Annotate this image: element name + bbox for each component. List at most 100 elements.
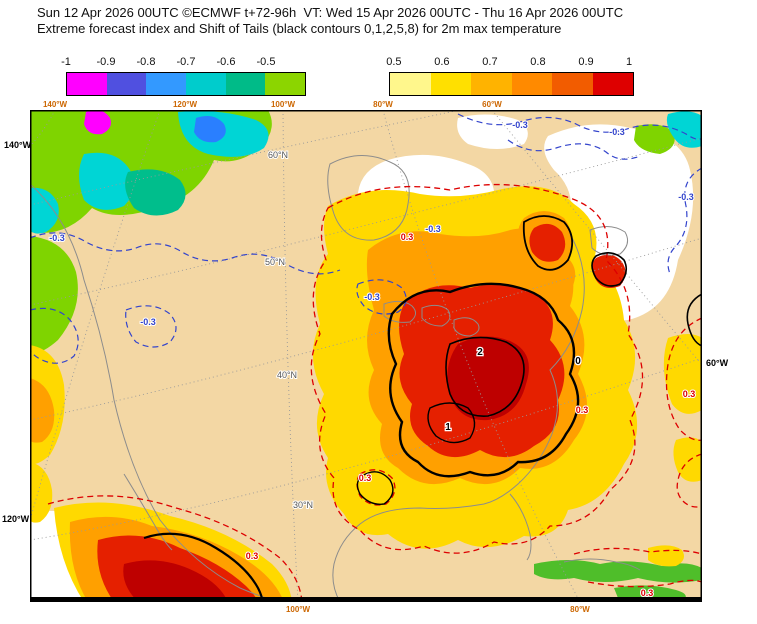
graticule: [30, 110, 702, 602]
colorbar-cell: [225, 73, 266, 95]
red-area: [529, 223, 566, 262]
teal-area: [125, 169, 186, 216]
contour-0.3: [310, 183, 644, 554]
contour-label-neg: -0.3: [512, 120, 528, 130]
caribbean-green-areas: [534, 560, 702, 601]
colorbar-cell: [592, 73, 633, 95]
tick-label: 0.5: [386, 56, 402, 68]
colorbar-cell: [390, 73, 431, 95]
blue-area: [194, 116, 226, 143]
parallel: [30, 137, 702, 306]
contour-label-sot-0: 0: [575, 356, 581, 367]
contour-label-pos: 0.3: [246, 551, 259, 561]
latitude-labels: 60°N 50°N 40°N 30°N: [264, 149, 314, 511]
coastline: [383, 300, 416, 323]
efi-map: 60°N 50°N 40°N 30°N -0.3 -0.3 -0.3 -0.3 …: [30, 110, 702, 602]
coastline: [327, 154, 410, 241]
contour-minus-0.3: [667, 167, 702, 275]
contour-label-neg: -0.3: [425, 224, 441, 234]
sot-contour-labels: 2 1 0: [444, 346, 583, 435]
coastline: [123, 473, 173, 551]
contour-label-pos: 0.3: [401, 232, 414, 242]
coastline: [30, 183, 285, 602]
colorbar-cell: [430, 73, 471, 95]
colorbar-cell: [471, 73, 512, 95]
axis-label-right: 60°W: [706, 358, 729, 368]
tick-label: -0.7: [176, 56, 196, 68]
meridian: [491, 110, 702, 366]
contour-label-neg: -0.3: [364, 292, 380, 302]
meridian: [382, 110, 581, 602]
yellow-area: [30, 462, 53, 523]
colorbar-positive-ticks: 0.5 0.6 0.7 0.8 0.9 1: [386, 56, 634, 71]
contour-minus-0.3: [30, 307, 79, 364]
tick-label: -1: [61, 56, 71, 68]
sot-black-contours: [143, 215, 702, 602]
sot-contour-1: [427, 402, 476, 444]
cyan-area: [30, 187, 59, 234]
sot-contour: [522, 215, 574, 271]
contour-minus-0.3: [356, 279, 407, 315]
darkred-area: [123, 560, 228, 602]
tick-label: 1: [626, 56, 633, 68]
parallel: [30, 237, 702, 421]
axis-label-top: 120°W: [172, 100, 198, 109]
green-area: [634, 124, 675, 154]
sot-contour: [356, 471, 394, 505]
axis-label-bottom: 80°W: [570, 605, 590, 614]
darkred-area: [447, 336, 529, 421]
efi-negative-magenta-areas: [84, 110, 111, 135]
colorbar-negative: -1 -0.9 -0.8 -0.7 -0.6 -0.5: [61, 56, 306, 98]
contour-label-pos: 0.3: [641, 588, 654, 598]
lat-label: 60°N: [268, 150, 288, 160]
contour-label-neg: -0.3: [609, 127, 625, 137]
magenta-area: [84, 110, 111, 135]
axis-label-left: 120°W: [2, 514, 30, 524]
efi-negative-contours: [30, 113, 702, 364]
coastline: [421, 304, 451, 327]
sot-contour-2: [445, 336, 525, 417]
coastline: [509, 493, 532, 561]
parallel: [30, 110, 461, 206]
colorbar-negative-ticks: -1 -0.9 -0.8 -0.7 -0.6 -0.5: [61, 56, 306, 71]
contour-minus-0.3: [457, 113, 702, 140]
cyan-area: [79, 152, 134, 210]
yellow-area: [673, 437, 702, 482]
contour-label-sot-2: 2: [477, 347, 483, 358]
yellow-area: [663, 334, 702, 414]
tick-label: -0.9: [96, 56, 116, 68]
tick-label: -0.8: [136, 56, 156, 68]
green-area: [534, 560, 702, 583]
contour-minus-0.3: [125, 305, 177, 348]
contour-label-neg: -0.3: [49, 233, 65, 243]
efi-positive-darkred-areas: [123, 336, 529, 602]
sot-contour: [686, 293, 702, 347]
efi-positive-contours: [47, 183, 702, 602]
contour-label-neg: -0.3: [140, 317, 156, 327]
colorbar-positive-bar: [389, 72, 634, 96]
sot-contour: [591, 252, 628, 287]
meridian: [30, 110, 56, 147]
lat-label: 40°N: [277, 370, 297, 380]
green-area: [30, 236, 78, 353]
contour-0.3: [587, 579, 702, 588]
meridian: [282, 110, 299, 602]
contour-0.3: [47, 495, 303, 602]
efi-negative-teal-areas: [125, 169, 186, 216]
contour-minus-0.3: [507, 139, 641, 160]
tick-label: 0.8: [530, 56, 546, 68]
positive-contour-labels: 0.3 0.3 0.3 0.3 0.3 0.3: [245, 231, 697, 599]
contour-0.3: [676, 453, 702, 508]
colorbar-cell: [552, 73, 593, 95]
white-area: [457, 114, 528, 149]
axis-label-top: 60°W: [482, 100, 502, 109]
colorbar-cell: [67, 73, 107, 95]
sot-contour: [143, 532, 264, 602]
tick-label: 0.7: [482, 56, 498, 68]
colorbar-cell: [511, 73, 552, 95]
colorbar-cell: [106, 73, 147, 95]
sot-contour-0: [387, 282, 580, 478]
chart-title-line2: Extreme forecast index and Shift of Tail…: [37, 21, 562, 36]
green-area: [614, 585, 686, 601]
